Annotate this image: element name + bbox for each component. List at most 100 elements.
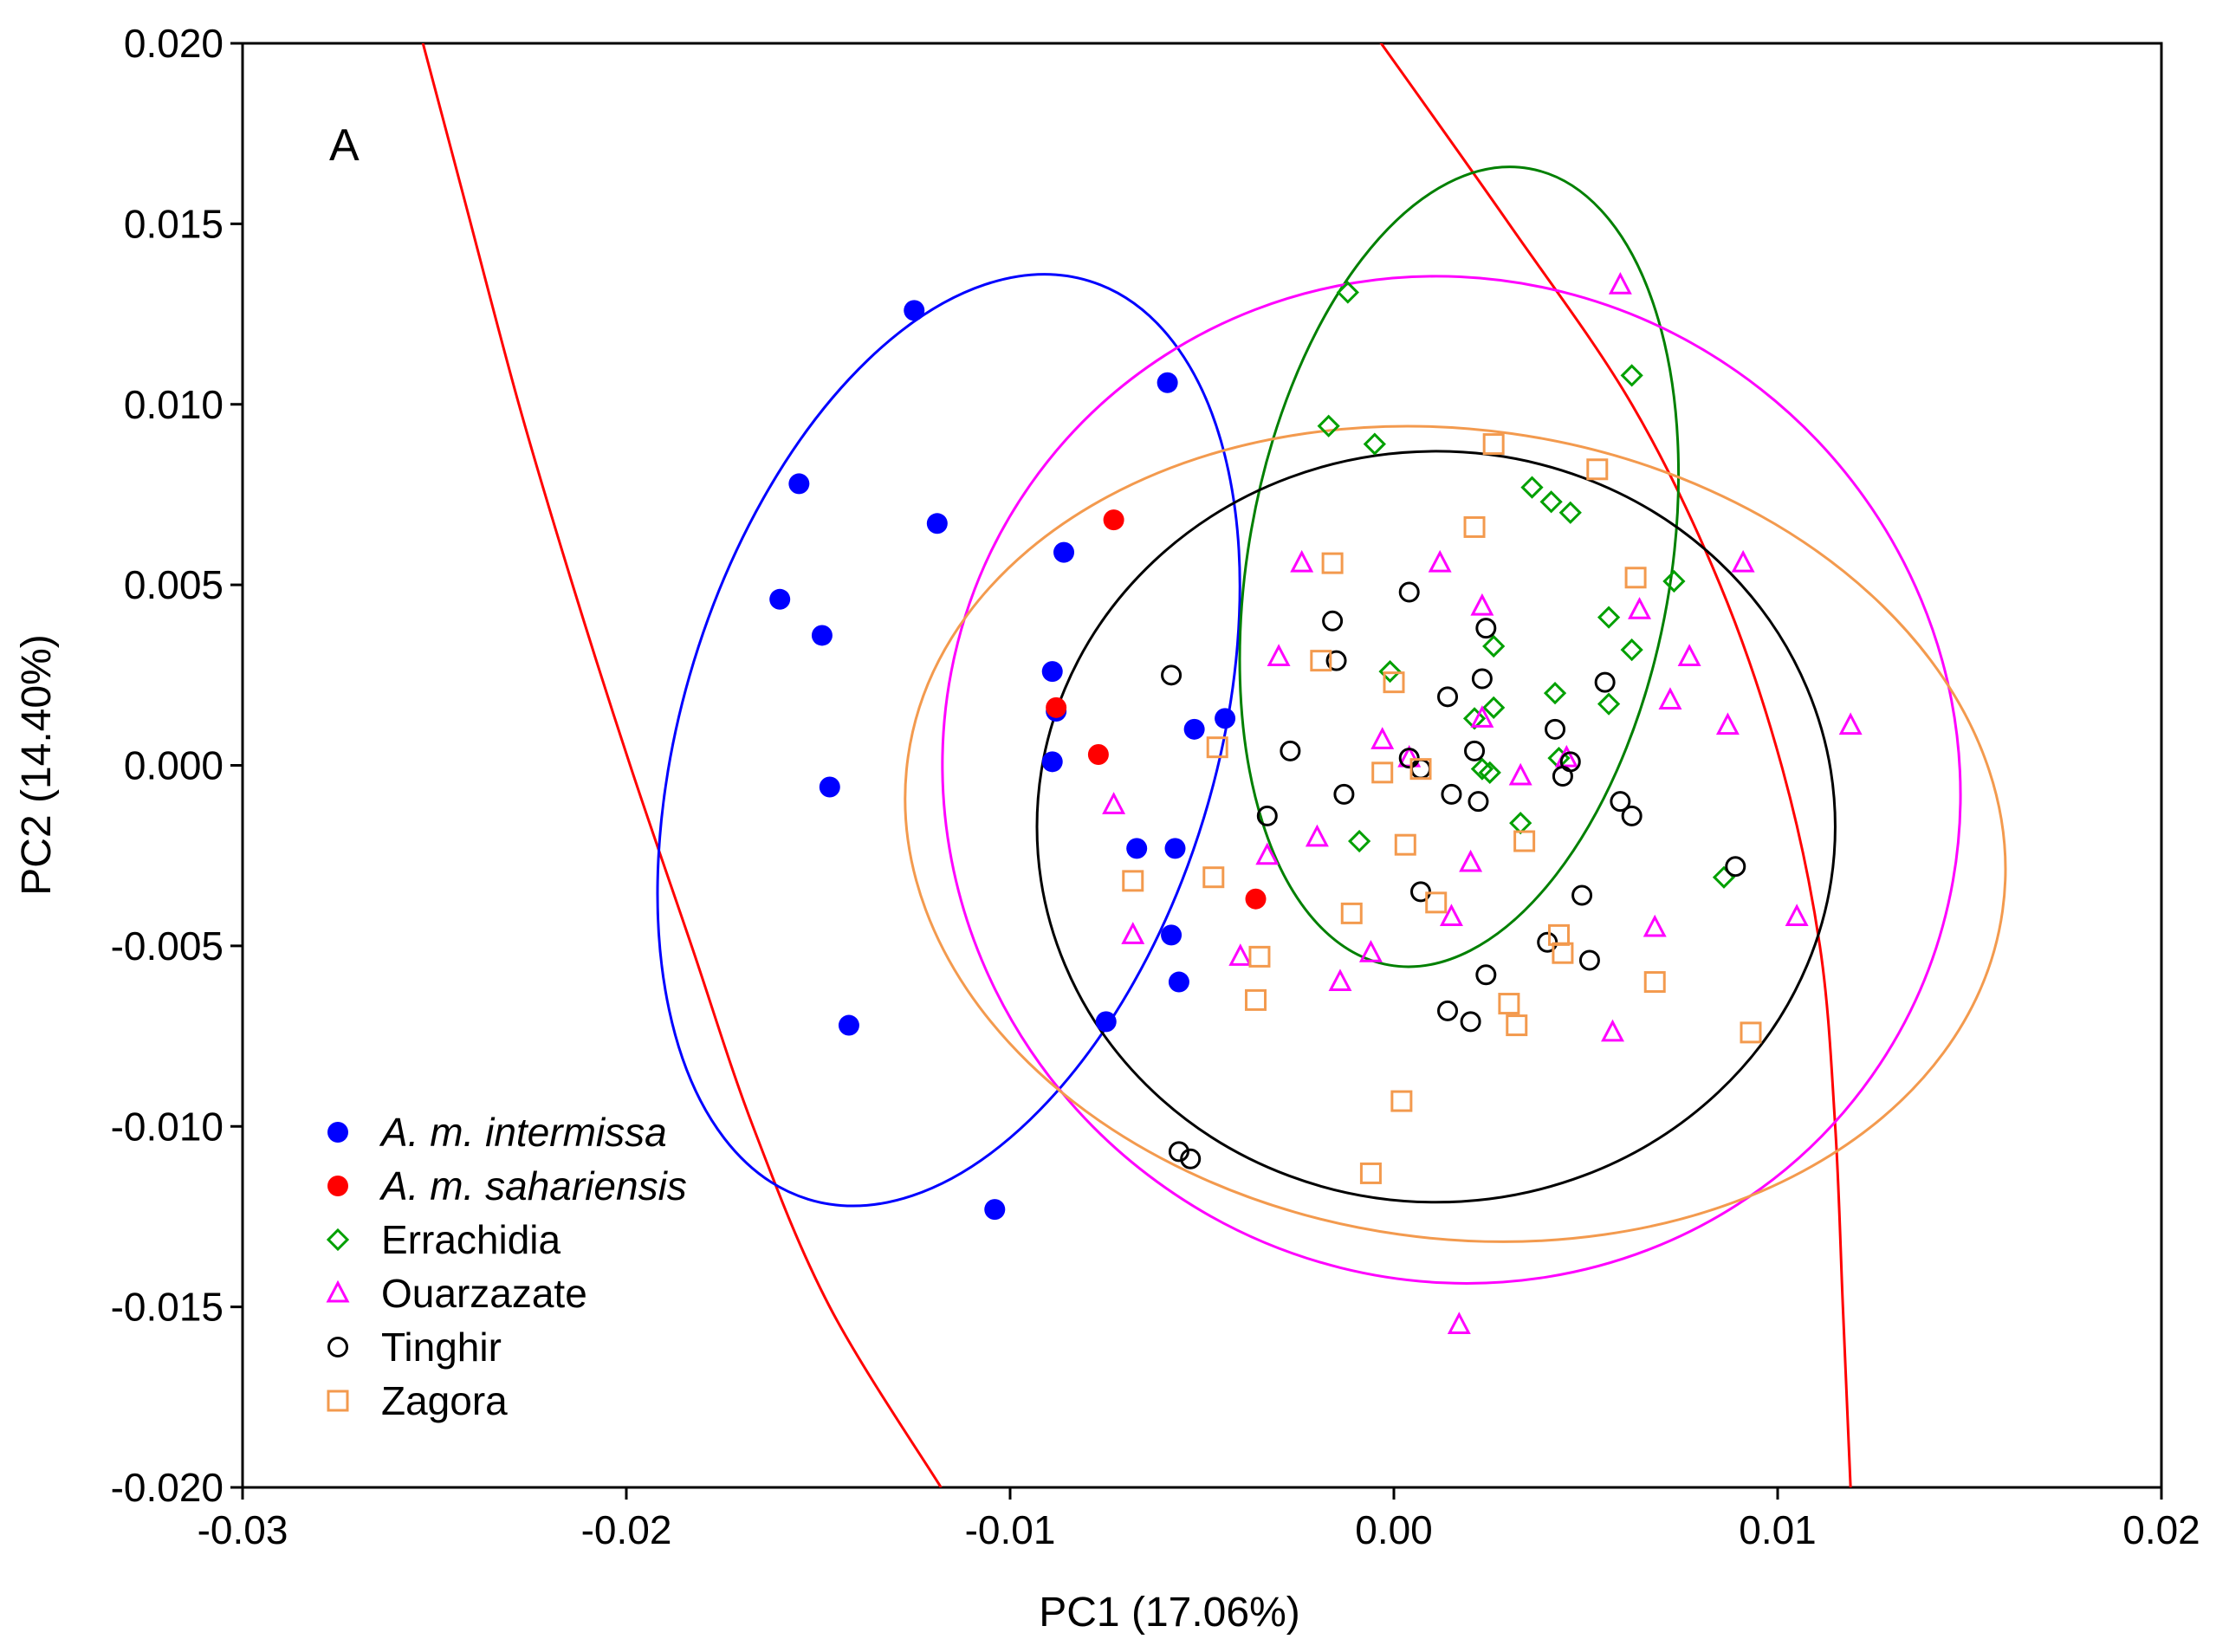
errachidia-point <box>1597 692 1621 716</box>
legend-marker-a-m-intermissa <box>327 1122 348 1143</box>
ouarzazate-point <box>1447 1312 1471 1334</box>
legend-marker-zagora <box>327 1390 349 1412</box>
zagora-point <box>1310 650 1332 672</box>
a-m-intermissa-point <box>1164 838 1186 859</box>
ouarzazate-point <box>1290 549 1314 573</box>
ouarzazate-point <box>1470 593 1494 616</box>
zagora-point <box>1740 1021 1762 1044</box>
tinghir-point <box>1571 884 1593 906</box>
a-m-sahariensis-point <box>1087 743 1109 765</box>
y-tick-label: -0.015 <box>111 1285 224 1330</box>
ouarzazate-point <box>1658 687 1682 709</box>
legend: A. m. intermissa A. m. sahariensis Errachi… <box>326 1110 687 1423</box>
errachidia-point <box>1509 812 1532 835</box>
zagora-point <box>1463 515 1486 538</box>
a-m-intermissa-point <box>788 473 810 495</box>
y-tick-label: -0.020 <box>111 1465 224 1510</box>
ouarzazate-point <box>1121 922 1145 944</box>
y-tick-label: -0.010 <box>111 1104 224 1149</box>
a-m-intermissa-point <box>926 513 948 534</box>
zagora-point <box>1394 833 1416 856</box>
ouarzazate-point <box>1459 849 1483 872</box>
tinghir-point <box>1398 748 1420 769</box>
tinghir-point <box>1552 766 1573 787</box>
errachidia-point <box>1597 606 1621 629</box>
sahariensis-ellipse-arc <box>1379 43 1852 1487</box>
zagora-point <box>1245 988 1267 1011</box>
zagora-point <box>1586 458 1609 481</box>
errachidia-point <box>1558 501 1582 524</box>
ouarzazate-point <box>1328 969 1352 992</box>
ouarzazate-point <box>1628 597 1651 619</box>
ouarzazate-point <box>1677 644 1701 666</box>
errachidia-point <box>1336 281 1359 304</box>
x-tick-label: -0.02 <box>581 1507 672 1552</box>
tinghir-point <box>1322 610 1344 632</box>
a-m-intermissa-point <box>838 1014 859 1036</box>
errachidia-point <box>1482 634 1506 658</box>
tinghir-point <box>1410 881 1432 903</box>
errachidia-point <box>1662 569 1686 593</box>
tinghir-point <box>1168 1141 1189 1163</box>
tinghir-point <box>1325 650 1347 671</box>
ouarzazate-point <box>1439 904 1463 927</box>
tinghir-point <box>1280 740 1301 761</box>
zagora-point <box>1202 866 1225 889</box>
ouarzazate-point <box>1838 712 1863 735</box>
y-tick-label: 0.020 <box>124 21 224 66</box>
errachidia-point <box>1462 707 1487 730</box>
tinghir-point <box>1594 671 1616 693</box>
tinghir-point <box>1475 618 1497 639</box>
zagora-point <box>1122 870 1144 892</box>
legend-label: Zagora <box>381 1378 508 1423</box>
a-m-intermissa-point <box>819 776 840 798</box>
tinghir-point <box>1437 686 1459 708</box>
errachidia-point <box>1378 660 1402 683</box>
ouarzazate-point <box>1267 644 1291 666</box>
x-tick-label: -0.03 <box>198 1507 288 1552</box>
legend-marker-a-m-sahariensis <box>327 1176 348 1196</box>
tinghir-point <box>1410 758 1432 780</box>
tinghir-point <box>1475 964 1497 986</box>
a-m-intermissa-point <box>1183 718 1205 740</box>
zagora-point <box>1390 1090 1413 1112</box>
errachidia-point <box>1543 682 1567 705</box>
zagora-point <box>1498 993 1520 1015</box>
a-m-intermissa-point <box>1041 751 1063 773</box>
a-m-intermissa-point <box>1041 661 1063 683</box>
zagora-point <box>1321 552 1344 574</box>
zagora-point <box>1624 567 1647 589</box>
ouarzazate-point <box>1428 549 1452 573</box>
zagora-point <box>1340 902 1363 924</box>
a-m-intermissa-point <box>1168 971 1189 993</box>
tinghir-point <box>1468 791 1489 813</box>
legend-label: A. m. intermissa <box>379 1110 667 1155</box>
zagora-point <box>1206 736 1228 759</box>
ouarzazate-point <box>1643 914 1667 937</box>
legend-label: Tinghir <box>381 1325 502 1370</box>
errachidia-point <box>1363 432 1386 456</box>
zagora-point <box>1383 671 1405 694</box>
ouarzazate-point <box>1608 271 1632 295</box>
tinghir-point <box>1537 931 1558 953</box>
a-m-intermissa-point <box>1053 541 1075 563</box>
errachidia-point <box>1478 761 1501 784</box>
tinghir-ellipse <box>1035 450 1837 1204</box>
a-m-intermissa-point <box>1095 1011 1117 1033</box>
a-m-intermissa-point <box>904 300 925 321</box>
zagora-ellipse <box>904 424 2007 1243</box>
sahariensis-ellipse-arc <box>421 43 943 1487</box>
zagora-point <box>1359 1162 1382 1184</box>
y-tick-label: 0.005 <box>124 562 224 607</box>
zagora-point <box>1643 971 1666 994</box>
x-axis-label: PC1 (17.06%) <box>1039 1590 1299 1636</box>
tinghir-point <box>1333 783 1355 805</box>
tinghir-point <box>1460 1011 1481 1033</box>
a-m-intermissa-point <box>984 1199 1006 1221</box>
a-m-intermissa-point <box>1157 372 1178 393</box>
tinghir-point <box>1256 805 1278 826</box>
a-m-intermissa-ellipse <box>656 273 1241 1208</box>
y-tick-label: 0.015 <box>124 201 224 246</box>
y-tick-label: 0.000 <box>124 743 224 788</box>
